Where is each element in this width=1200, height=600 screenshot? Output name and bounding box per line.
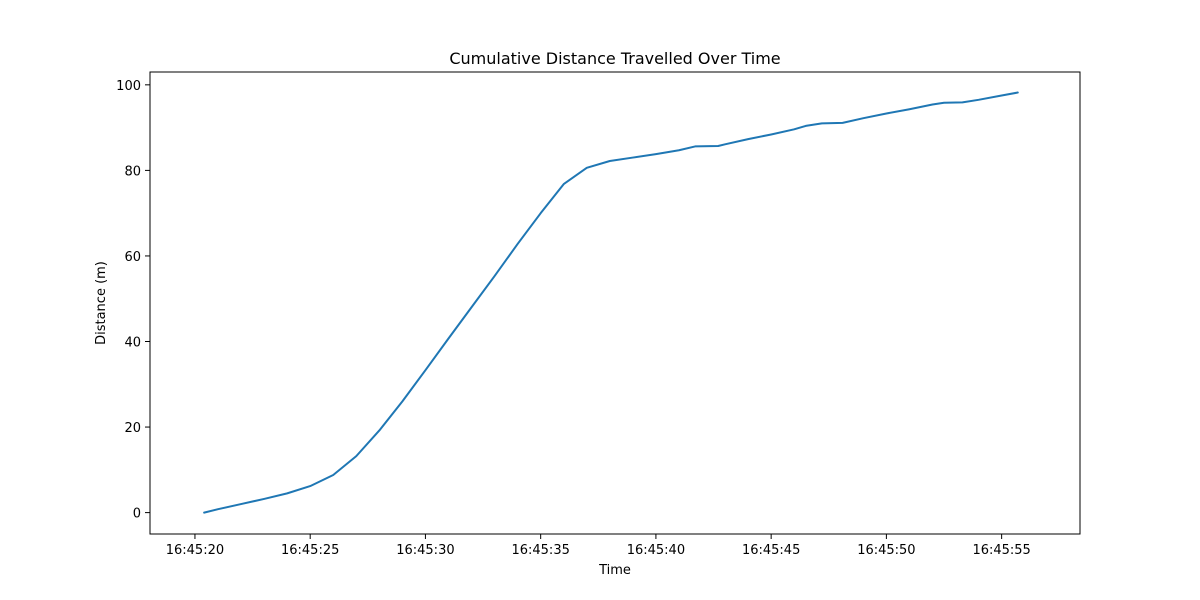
y-axis-label: Distance (m): [94, 261, 109, 345]
plot-area: [149, 71, 1081, 535]
x-tick-label: 16:45:25: [281, 543, 339, 558]
x-tick-label: 16:45:35: [511, 543, 569, 558]
axes-frame: [149, 71, 1081, 535]
series-line: [203, 91, 1019, 514]
y-tick-label: 80: [124, 164, 141, 179]
y-tick-label: 40: [124, 336, 141, 351]
x-tick-label: 16:45:40: [627, 543, 685, 558]
chart-title: Cumulative Distance Travelled Over Time: [449, 49, 780, 68]
x-tick-label: 16:45:55: [972, 543, 1030, 558]
y-tick-label: 20: [124, 421, 141, 436]
y-tick-label: 0: [133, 507, 141, 522]
y-axis: 0 20 40 60 80 100: [116, 79, 150, 522]
x-tick-label: 16:45:20: [166, 543, 224, 558]
y-tick-label: 60: [124, 250, 141, 265]
x-tick-label: 16:45:30: [396, 543, 454, 558]
x-tick-label: 16:45:45: [742, 543, 800, 558]
series-layer: [203, 91, 1019, 514]
y-tick-label: 100: [116, 79, 141, 94]
x-tick-label: 16:45:50: [857, 543, 915, 558]
x-axis-label: Time: [598, 563, 631, 578]
x-axis: 16:45:20 16:45:25 16:45:30 16:45:35 16:45:40…: [166, 534, 1031, 558]
